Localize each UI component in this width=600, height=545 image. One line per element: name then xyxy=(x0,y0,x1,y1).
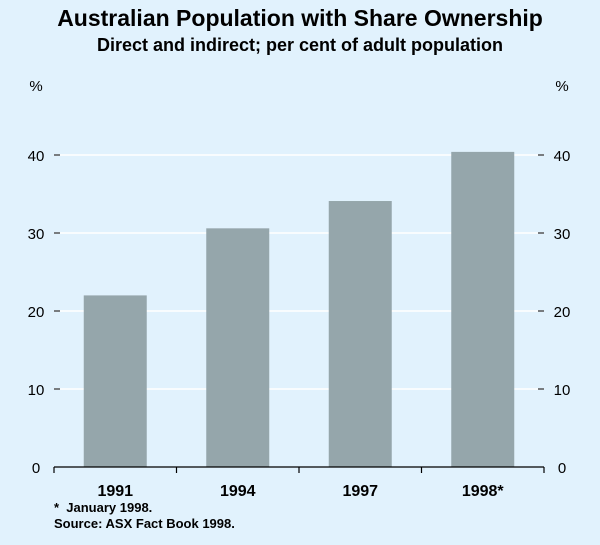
y-tick-label-left: 40 xyxy=(28,148,45,165)
bar-1997 xyxy=(328,201,392,467)
y-tick-label-left: 30 xyxy=(28,226,45,243)
y-ticks-left: 0 10 20 30 40 xyxy=(28,148,45,477)
chart-title: Australian Population with Share Ownersh… xyxy=(57,5,543,31)
chart-subtitle: Direct and indirect; per cent of adult p… xyxy=(96,35,504,55)
bar-1994 xyxy=(206,228,270,467)
notes: * January 1998. Source: ASX Fact Book 19… xyxy=(54,500,235,532)
y-tick-label-right: 30 xyxy=(554,226,571,243)
y-tick-label-right: 40 xyxy=(554,148,571,165)
y-axis-unit-left: % xyxy=(29,78,42,95)
x-tick-label: 1998* xyxy=(462,483,505,500)
bar-1998 xyxy=(451,151,515,467)
y-tick-label-left: 10 xyxy=(28,382,45,399)
y-tick-label-right: 20 xyxy=(554,304,571,321)
bars xyxy=(83,151,515,467)
y-axis-unit-right: % xyxy=(555,78,568,95)
x-tick-label: 1994 xyxy=(220,483,256,500)
y-tick-label-right: 10 xyxy=(554,382,571,399)
x-tick-label: 1997 xyxy=(342,483,378,500)
source-note: Source: ASX Fact Book 1998. xyxy=(54,516,235,531)
y-tick-label-left: 20 xyxy=(28,304,45,321)
x-tick-label: 1991 xyxy=(97,483,133,500)
x-tick-labels: 1991 1994 1997 1998* xyxy=(97,483,504,500)
bar-1991 xyxy=(83,295,147,467)
axis xyxy=(53,154,545,473)
y-tick-label-left: 0 xyxy=(32,460,40,477)
y-ticks-right: 0 10 20 30 40 xyxy=(554,148,571,477)
footnote: * January 1998. xyxy=(54,500,153,515)
y-tick-label-right: 0 xyxy=(558,460,566,477)
